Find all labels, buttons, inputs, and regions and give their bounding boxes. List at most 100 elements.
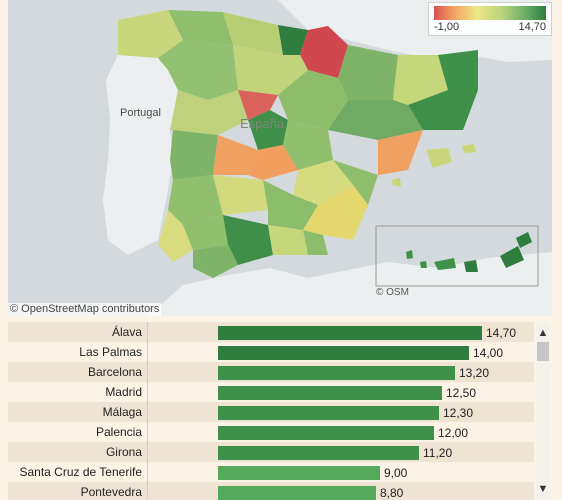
legend-gradient [434, 6, 546, 20]
map-attribution[interactable]: © OpenStreetMap contributors [8, 303, 162, 316]
value-label: 8,80 [380, 486, 404, 500]
province-label: Palencia [95, 425, 142, 439]
map-canvas[interactable]: Portugal España [8, 0, 552, 316]
row-divider [147, 322, 148, 342]
ranking-row[interactable]: Álava 14,70 [8, 322, 534, 342]
province[interactable] [158, 40, 238, 100]
canary-island[interactable] [434, 258, 456, 270]
row-divider [147, 422, 148, 442]
ranking-bar-list: Álava 14,70 Las Palmas 14,00 Barcelona 13,20 M… [8, 322, 534, 500]
province[interactable] [268, 225, 308, 255]
province[interactable] [333, 160, 378, 205]
canary-island[interactable] [420, 261, 427, 268]
province[interactable] [303, 185, 368, 240]
ranking-row[interactable]: Girona 11,20 [8, 442, 534, 462]
province[interactable] [213, 135, 258, 175]
province[interactable] [263, 180, 318, 230]
province[interactable] [278, 70, 348, 130]
province[interactable] [303, 230, 328, 255]
scroll-thumb[interactable] [537, 342, 549, 361]
row-divider [147, 482, 148, 500]
province-label: Girona [105, 445, 142, 459]
row-divider [147, 362, 148, 382]
portugal-land [103, 55, 178, 255]
value-bar[interactable] [218, 326, 482, 340]
province[interactable] [223, 12, 283, 55]
value-bar[interactable] [218, 446, 419, 460]
province[interactable] [393, 55, 448, 105]
value-bar[interactable] [218, 366, 455, 380]
province-label: Santa Cruz de Tenerife [19, 465, 142, 479]
province-label: Madrid [105, 385, 142, 399]
province-label: Álava [111, 325, 142, 339]
canary-island[interactable] [516, 232, 532, 248]
value-label: 11,20 [423, 446, 453, 460]
value-bar[interactable] [218, 426, 434, 440]
value-bar[interactable] [218, 466, 380, 480]
value-label: 12,50 [446, 386, 477, 400]
ranking-row[interactable]: Madrid 12,50 [8, 382, 534, 402]
value-bar[interactable] [218, 486, 376, 500]
value-label: 9,00 [384, 466, 408, 480]
scroll-up-button[interactable]: ▲ [537, 327, 549, 339]
value-label: 12,30 [443, 406, 474, 420]
province[interactable] [170, 130, 218, 180]
ranking-row[interactable]: Las Palmas 14,00 [8, 342, 534, 362]
value-bar[interactable] [218, 406, 439, 420]
canary-inset-frame [375, 225, 539, 287]
province[interactable] [283, 120, 333, 170]
province-label: Málaga [102, 405, 142, 419]
ranking-row[interactable]: Santa Cruz de Tenerife 9,00 [8, 462, 534, 482]
province-label: Barcelona [87, 365, 142, 379]
province-label: Pontevedra [80, 485, 142, 499]
row-divider [147, 382, 148, 402]
choropleth-map[interactable]: Portugal España -1,00 14,70 © OSM © Open… [8, 0, 552, 316]
ranking-row[interactable]: Pontevedra 8,80 [8, 482, 534, 500]
canary-island[interactable] [406, 250, 413, 259]
province-madrid[interactable] [248, 110, 288, 150]
balearic-islands[interactable] [426, 148, 452, 168]
province-navarra[interactable] [300, 26, 348, 78]
scroll-down-button[interactable]: ▼ [537, 483, 549, 495]
province[interactable] [293, 160, 353, 205]
value-label: 13,20 [459, 366, 490, 380]
value-label: 14,00 [473, 346, 504, 360]
value-bar[interactable] [218, 346, 469, 360]
legend-max: 14,70 [518, 21, 546, 33]
row-divider [147, 402, 148, 422]
value-bar[interactable] [218, 386, 442, 400]
canary-island[interactable] [464, 260, 478, 272]
canary-island[interactable] [500, 246, 524, 268]
color-legend: -1,00 14,70 [428, 2, 552, 36]
ranking-row[interactable]: Barcelona 13,20 [8, 362, 534, 382]
province[interactable] [118, 10, 183, 58]
province-madrid-adjacent[interactable] [238, 90, 278, 120]
spain-provinces[interactable] [118, 10, 478, 278]
row-divider [147, 342, 148, 362]
province[interactable] [338, 45, 398, 100]
province[interactable] [213, 175, 268, 215]
province[interactable] [170, 90, 248, 135]
province-alava[interactable] [278, 25, 308, 55]
inset-attribution[interactable]: © OSM [376, 287, 409, 298]
province-girona[interactable] [438, 50, 478, 90]
province[interactable] [193, 245, 238, 278]
province[interactable] [168, 10, 233, 45]
province[interactable] [168, 175, 223, 225]
province[interactable] [233, 45, 308, 95]
province[interactable] [248, 145, 298, 180]
province-barcelona[interactable] [408, 90, 478, 130]
value-label: 14,70 [486, 326, 517, 340]
province[interactable] [183, 215, 228, 250]
value-label: 12,00 [438, 426, 469, 440]
balearic-islands[interactable] [392, 178, 401, 186]
province[interactable] [328, 100, 423, 140]
province-malaga[interactable] [223, 215, 273, 265]
province-label: Las Palmas [79, 345, 142, 359]
scrollbar[interactable]: ▲ ▼ [536, 322, 550, 500]
ranking-row[interactable]: Palencia 12,00 [8, 422, 534, 442]
ranking-row[interactable]: Málaga 12,30 [8, 402, 534, 422]
province[interactable] [158, 210, 193, 262]
balearic-islands[interactable] [462, 144, 476, 153]
province[interactable] [378, 130, 423, 175]
